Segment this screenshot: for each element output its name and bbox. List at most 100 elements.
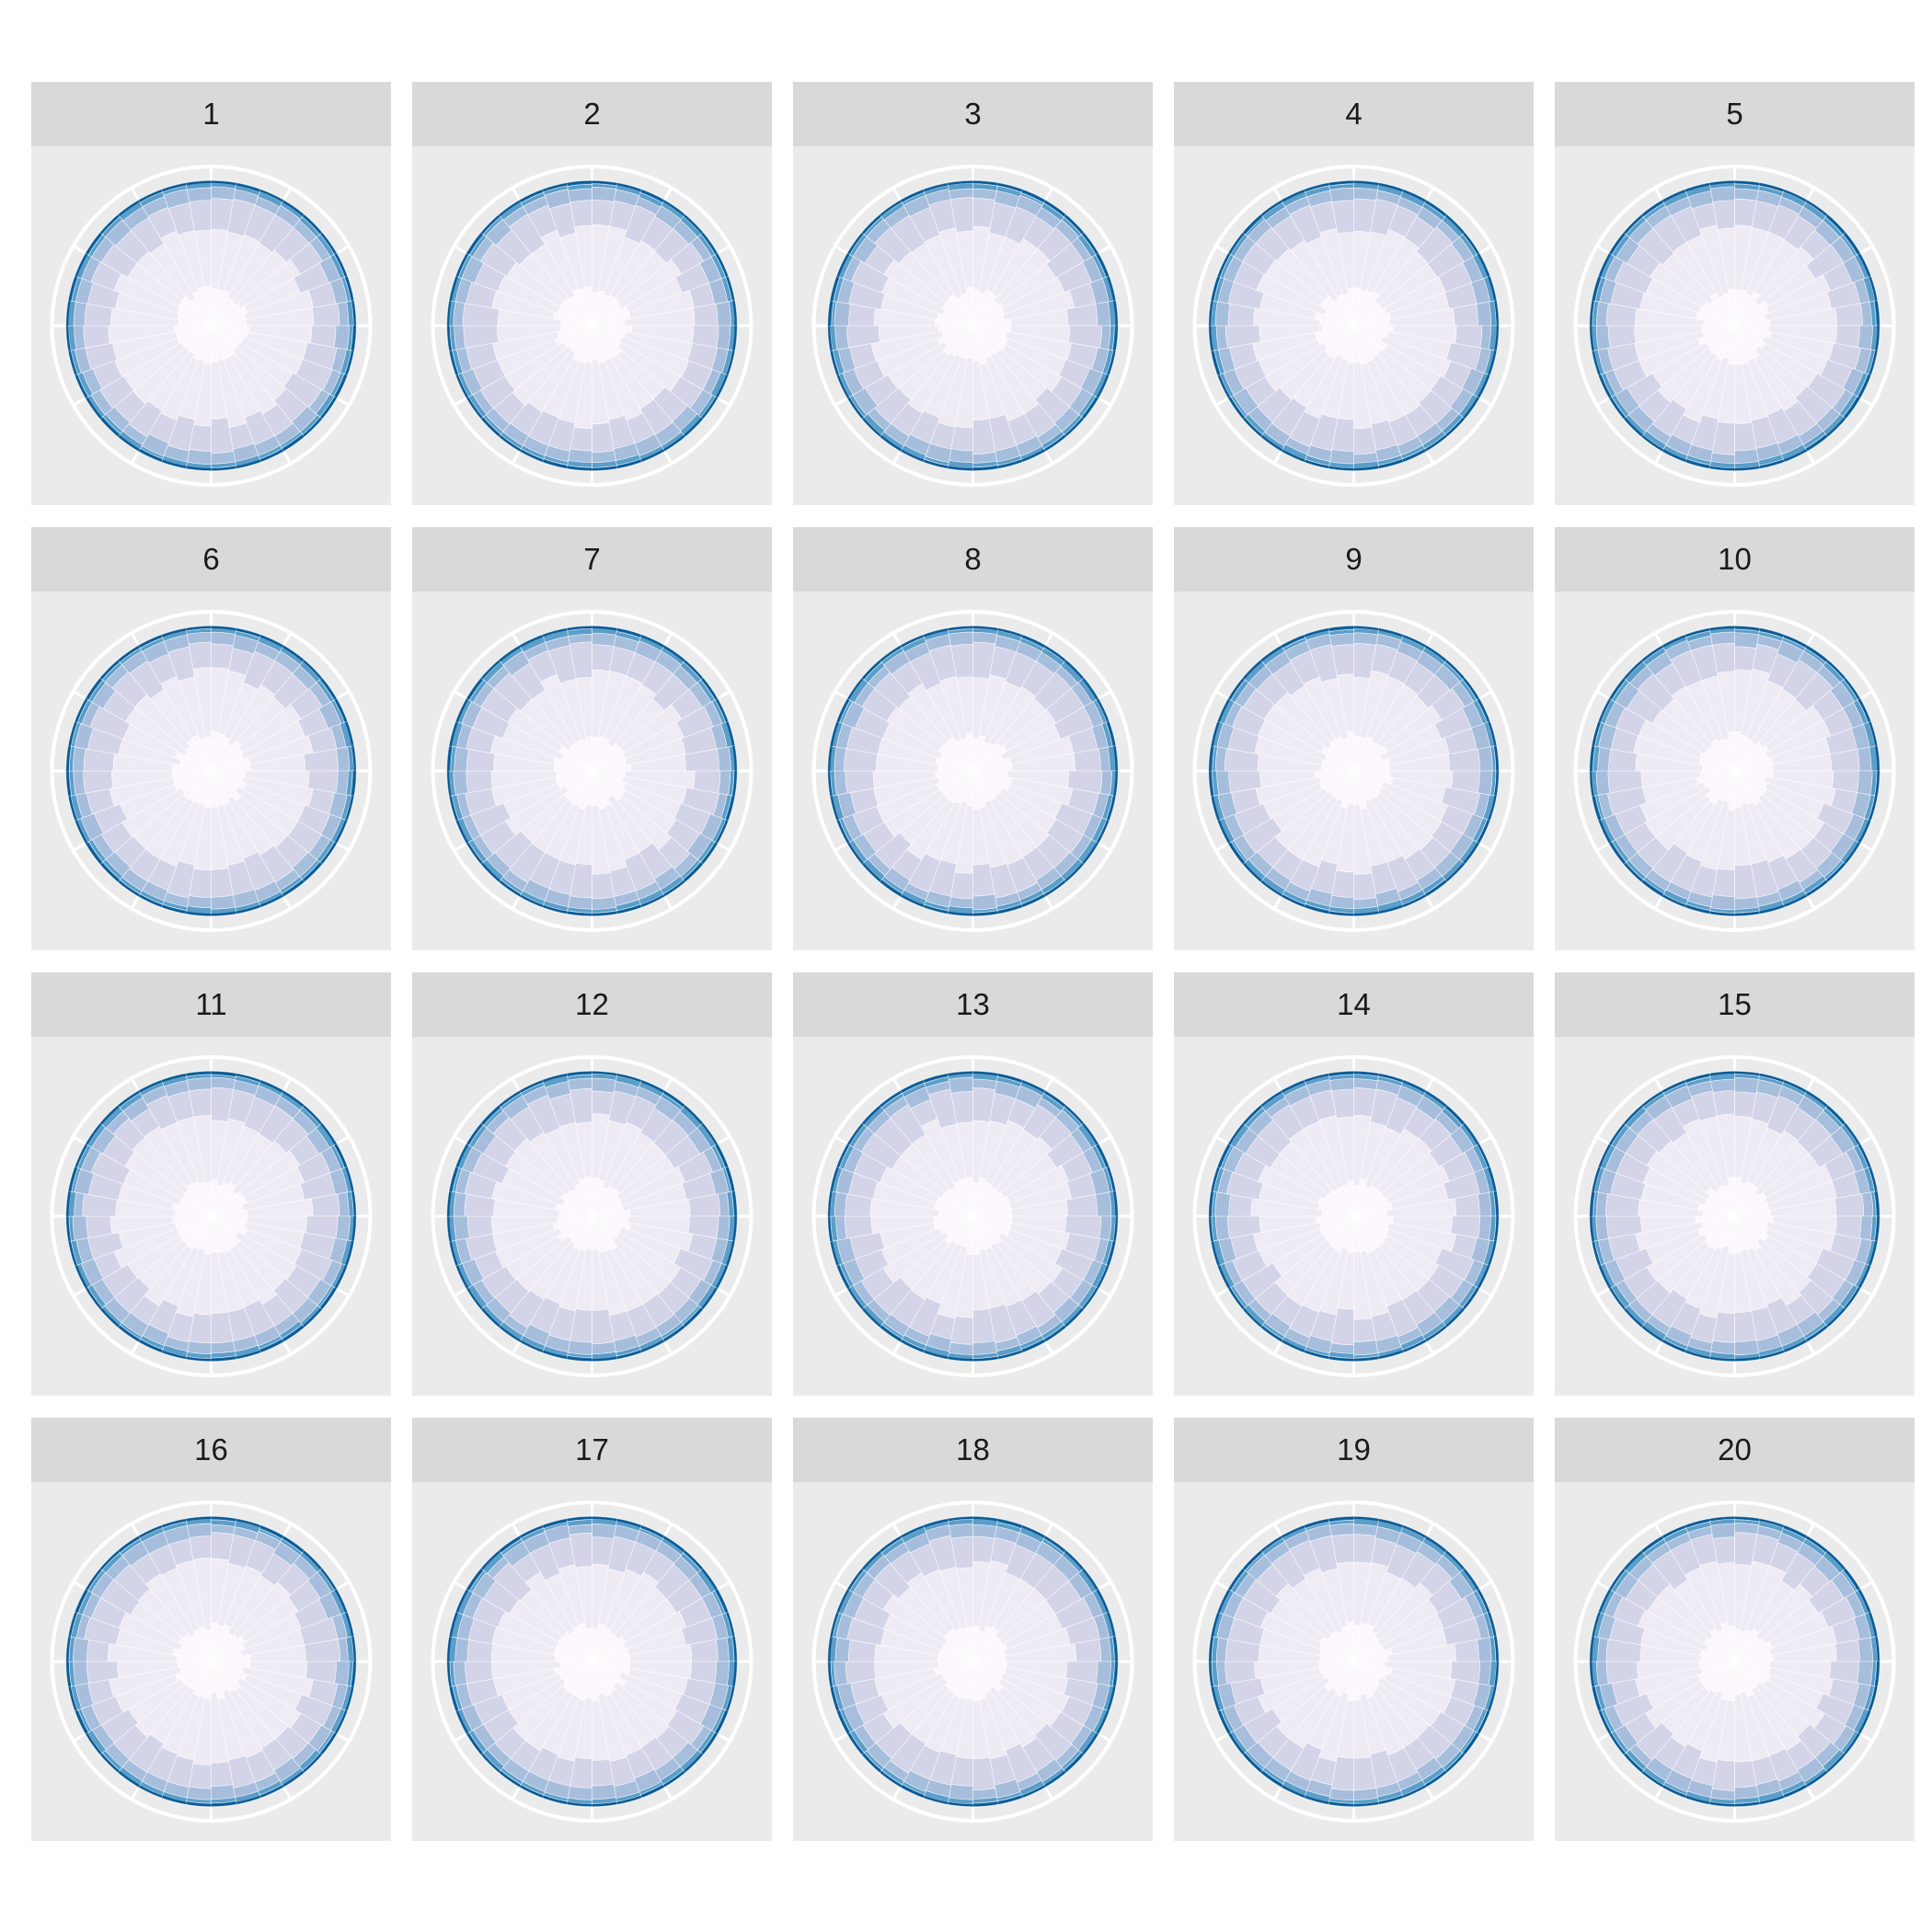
angular-gridline: [282, 451, 293, 466]
bar-segment: [498, 434, 521, 452]
bar-segment: [949, 1341, 973, 1355]
bar-segment: [187, 1077, 212, 1092]
angular-gridline: [1806, 451, 1817, 466]
bar-segment: [1734, 632, 1759, 650]
angular-gridline: [663, 185, 674, 201]
bar-segment: [1329, 449, 1354, 465]
facet-panel: 10: [1555, 527, 1915, 950]
facet-label: 1: [202, 97, 219, 131]
bar-segment: [1734, 1077, 1760, 1095]
bar-segment: [568, 1786, 592, 1800]
bar-segment: [1378, 182, 1404, 192]
bar-segment: [1216, 770, 1231, 796]
bar-segment: [836, 253, 850, 277]
bar-segment: [663, 434, 686, 452]
bar-segment: [997, 182, 1023, 192]
facet-label: 16: [194, 1432, 228, 1466]
bar-segment: [1477, 770, 1493, 796]
bar-segment: [1494, 300, 1500, 326]
bar-segment: [1096, 374, 1110, 398]
bar-segment: [693, 303, 719, 327]
bar-segment: [211, 894, 236, 910]
bar-segment: [1353, 466, 1379, 471]
bar-segment: [1844, 397, 1861, 420]
bar-segment: [211, 451, 236, 465]
bar-segment: [684, 213, 704, 235]
bar-segment: [73, 301, 87, 327]
bar-segment: [1064, 417, 1085, 438]
bar-segment: [1709, 466, 1735, 471]
angular-gridline: [1271, 185, 1282, 201]
bar-stack-group: [1208, 1070, 1500, 1363]
facet-panel: 9: [1174, 527, 1534, 950]
bar-segment: [85, 232, 102, 255]
bar-segment: [161, 459, 187, 469]
bar-segment: [259, 189, 284, 202]
bar-segment: [1478, 746, 1493, 772]
bar-segment: [616, 182, 642, 192]
bar-segment: [716, 325, 731, 351]
bar-segment: [726, 275, 736, 302]
bar-segment: [334, 253, 348, 277]
bar-segment: [715, 374, 729, 398]
bar-segment: [827, 300, 833, 326]
bar-stack-group: [446, 625, 738, 917]
bar-segment: [211, 186, 236, 201]
bar-segment: [829, 350, 839, 376]
bar-segment: [949, 1783, 973, 1800]
bar-segment: [1208, 326, 1213, 351]
bar-segment: [85, 397, 102, 420]
bar-segment: [334, 374, 348, 398]
bar-stack-group: [446, 1515, 738, 1808]
bar-stack-group: [1589, 625, 1880, 917]
bar-segment: [1044, 200, 1067, 217]
bar-segment: [187, 895, 212, 909]
bar-segment: [1494, 326, 1500, 351]
bar-segment: [1304, 182, 1329, 192]
bar-segment: [861, 213, 881, 235]
bar-segment: [834, 770, 848, 796]
bar-segment: [1454, 1193, 1480, 1217]
facet-label: 11: [195, 987, 226, 1021]
bar-segment: [1826, 417, 1846, 438]
angular-gridline: [1098, 244, 1113, 254]
angular-gridline: [891, 451, 902, 466]
bar-segment: [345, 350, 355, 376]
bar-segment: [1488, 350, 1498, 376]
bar-segment: [718, 770, 731, 796]
bar-segment: [65, 300, 71, 326]
angular-gridline: [71, 397, 86, 408]
bar-segment: [1591, 275, 1601, 302]
facet-label: 12: [575, 987, 609, 1021]
angular-gridline: [1044, 185, 1055, 201]
facet-label: 7: [583, 542, 600, 576]
bar-stack-group: [1589, 179, 1880, 472]
bar-segment: [1329, 894, 1354, 909]
facet-label: 2: [583, 97, 600, 131]
bar-segment: [1857, 253, 1871, 277]
bar-segment: [1710, 1078, 1735, 1093]
bar-segment: [187, 1786, 212, 1800]
bar-segment: [1064, 213, 1085, 235]
bar-segment: [75, 253, 88, 277]
bar-segment: [592, 1077, 616, 1094]
facet-panel: 3: [793, 82, 1153, 505]
bar-segment: [454, 746, 469, 772]
bar-segment: [1098, 1215, 1112, 1241]
bar-segment: [1021, 189, 1046, 202]
bar-segment: [1082, 397, 1099, 420]
bar-segment: [1425, 200, 1448, 217]
facet-panel: 1: [31, 82, 391, 505]
bar-segment: [616, 459, 642, 469]
bar-stack-group: [827, 1070, 1119, 1363]
bar-stack-group: [65, 1070, 357, 1363]
bar-segment: [1210, 350, 1220, 376]
angular-gridline: [1806, 185, 1817, 201]
bar-segment: [1640, 200, 1663, 217]
bar-segment: [568, 895, 592, 910]
bar-segment: [186, 449, 212, 465]
angular-gridline: [337, 244, 351, 254]
facet-label: 10: [1718, 542, 1752, 576]
bar-segment: [1353, 180, 1379, 186]
